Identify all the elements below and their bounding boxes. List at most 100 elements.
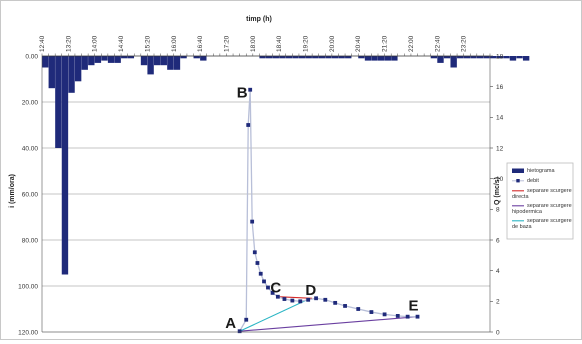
hyetograph-bar bbox=[331, 56, 339, 59]
hyetograph-bar bbox=[193, 56, 200, 59]
legend: hietograma debit separare scurgere directa s… bbox=[506, 162, 574, 240]
discharge-point bbox=[323, 297, 328, 302]
discharge-point bbox=[415, 314, 420, 319]
hyetograph-bar bbox=[279, 56, 286, 59]
hyetograph-bar bbox=[259, 56, 266, 59]
hyetograph-bar bbox=[94, 56, 102, 63]
discharge-point bbox=[356, 307, 361, 311]
legend-label: separare scurgere de baza bbox=[512, 218, 572, 230]
axes bbox=[41, 53, 493, 333]
discharge-point bbox=[333, 300, 338, 305]
x-tick-label: 12:40 bbox=[39, 35, 46, 52]
y-left-tick-label: 20.00 bbox=[22, 99, 39, 106]
legend-box bbox=[506, 162, 574, 240]
discharge-point bbox=[258, 271, 263, 276]
hyetograph-bar bbox=[160, 56, 167, 66]
y-right-tick-label: 0 bbox=[496, 329, 500, 336]
discharge-point bbox=[252, 250, 257, 255]
y-right-tick-label: 4 bbox=[496, 268, 500, 275]
y-right-tick-label: 8 bbox=[496, 207, 500, 214]
hyetograph-bar bbox=[437, 56, 444, 63]
hyetograph-bar bbox=[476, 56, 484, 59]
annotation-label: A bbox=[225, 315, 236, 332]
hyetograph-bar bbox=[167, 56, 174, 70]
discharge-point bbox=[298, 299, 303, 304]
hyetograph-bar bbox=[121, 56, 128, 59]
hyetograph-bar bbox=[364, 56, 372, 61]
discharge-point bbox=[343, 304, 347, 308]
x-tick-label: 23:20 bbox=[461, 35, 468, 52]
y-axis-right-title: Q (mc/s) bbox=[494, 177, 501, 205]
y-left-tick-label: 60.00 bbox=[22, 191, 39, 198]
hyetograph-bar bbox=[457, 56, 464, 59]
hyetograph-bar bbox=[430, 56, 438, 59]
hyetograph-bar bbox=[312, 56, 319, 59]
hyetograph-bar bbox=[305, 56, 312, 59]
x-tick-label: 22:00 bbox=[408, 35, 415, 52]
discharge-point bbox=[244, 317, 249, 322]
discharge-point bbox=[266, 285, 270, 290]
hyetograph-bar bbox=[450, 56, 457, 68]
x-tick-label: 17:20 bbox=[223, 35, 230, 52]
hyetograph-bar bbox=[285, 56, 293, 59]
hyetograph-bar bbox=[140, 56, 148, 66]
discharge-point bbox=[405, 314, 410, 319]
hyetograph-bar bbox=[378, 56, 385, 61]
chart-title: timp (h) bbox=[246, 16, 272, 23]
hyetograph-bar bbox=[61, 56, 69, 275]
hyetograph-bar bbox=[338, 56, 345, 59]
hyetograph-bar bbox=[483, 56, 490, 59]
hyetograph-bar bbox=[371, 56, 378, 61]
hyetograph-bar bbox=[358, 56, 365, 59]
gridlines bbox=[42, 101, 490, 333]
hyetograph-bar bbox=[318, 56, 326, 59]
hyetograph-bar bbox=[147, 56, 154, 75]
discharge-series bbox=[237, 87, 420, 334]
discharge-point bbox=[314, 296, 318, 301]
x-tick-label: 20:40 bbox=[355, 35, 362, 52]
discharge-point bbox=[248, 87, 253, 92]
discharge-point bbox=[255, 261, 260, 265]
y-right-tick-label: 12 bbox=[496, 145, 504, 152]
discharge-point bbox=[275, 294, 280, 299]
hyetograph-bar bbox=[384, 56, 391, 61]
separation-line bbox=[239, 298, 310, 332]
hyetograph-bar bbox=[42, 56, 49, 68]
y-right-tick-label: 18 bbox=[496, 53, 504, 60]
hyetograph-bar bbox=[200, 56, 207, 61]
legend-label: hietograma bbox=[527, 168, 555, 174]
x-tick-label: 21:20 bbox=[382, 35, 389, 52]
hyetograph-bar bbox=[443, 56, 451, 59]
x-tick-label: 13:20 bbox=[65, 35, 72, 52]
hyetograph-bar bbox=[48, 56, 55, 89]
legend-label: separare scurgere hipodermica bbox=[512, 203, 572, 215]
x-tick-label: 14:00 bbox=[92, 35, 99, 52]
hyetograph-bar bbox=[114, 56, 121, 63]
legend-swatch bbox=[516, 179, 520, 183]
annotation-label: B bbox=[237, 85, 248, 102]
hyetograph-bar bbox=[101, 56, 108, 61]
discharge-point bbox=[246, 123, 251, 127]
y-right-tick-label: 16 bbox=[496, 84, 504, 91]
discharge-point bbox=[282, 297, 287, 301]
x-tick-label: 16:00 bbox=[171, 35, 178, 52]
legend-label: separare scurgere directa bbox=[512, 188, 572, 200]
hyetograph-bar bbox=[55, 56, 62, 148]
y-axis-left-title: i (mm/ora) bbox=[9, 174, 16, 208]
hyetograph-bar bbox=[81, 56, 88, 70]
y-right-tick-label: 14 bbox=[496, 115, 504, 122]
hyetograph-bar bbox=[180, 56, 187, 59]
hyetograph-bar bbox=[298, 56, 306, 59]
discharge-point bbox=[262, 279, 266, 284]
x-tick-label: 19:20 bbox=[303, 35, 310, 52]
y-left-tick-label: 120.00 bbox=[18, 329, 38, 336]
hyetograph-bar bbox=[516, 56, 523, 59]
hyetograph-bar bbox=[490, 56, 497, 59]
hyetograph-bar bbox=[173, 56, 181, 70]
x-tick-label: 16:40 bbox=[197, 35, 204, 52]
hyetograph-bar bbox=[325, 56, 332, 59]
annotation-label: E bbox=[409, 298, 419, 315]
discharge-line bbox=[239, 89, 418, 332]
hyetograph-bar bbox=[272, 56, 279, 59]
